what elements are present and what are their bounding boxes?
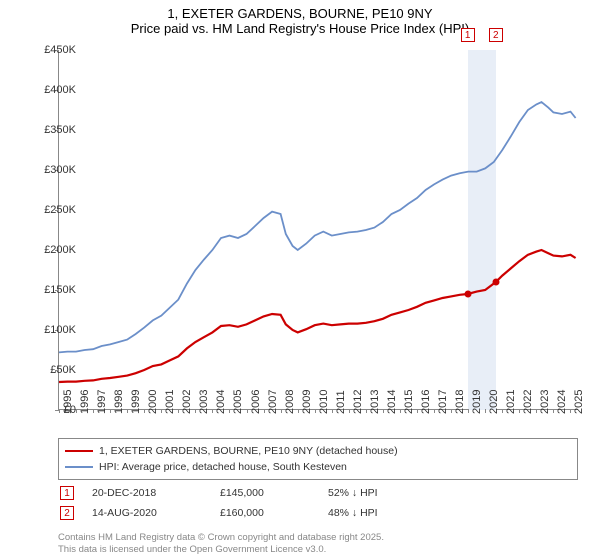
y-axis-label: £400K	[26, 84, 76, 96]
x-axis-label: 2011	[335, 390, 347, 414]
legend-label-property: 1, EXETER GARDENS, BOURNE, PE10 9NY (det…	[99, 445, 398, 457]
x-axis-label: 2005	[232, 390, 244, 414]
legend-row-hpi: HPI: Average price, detached house, Sout…	[65, 459, 571, 475]
sale-diff-1: 52% ↓ HPI	[328, 487, 438, 499]
legend-label-hpi: HPI: Average price, detached house, Sout…	[99, 461, 347, 473]
x-axis-label: 2004	[215, 390, 227, 414]
legend-row-property: 1, EXETER GARDENS, BOURNE, PE10 9NY (det…	[65, 443, 571, 459]
title-subtitle: Price paid vs. HM Land Registry's House …	[0, 21, 600, 36]
x-axis-label: 2000	[147, 390, 159, 414]
chart-svg	[59, 50, 579, 410]
legend-box: 1, EXETER GARDENS, BOURNE, PE10 9NY (det…	[58, 438, 578, 480]
x-axis-label: 1998	[113, 390, 125, 414]
legend-swatch-property	[65, 450, 93, 453]
sale-diff-2: 48% ↓ HPI	[328, 507, 438, 519]
x-axis-label: 1997	[96, 390, 108, 414]
x-axis-label: 1996	[79, 390, 91, 414]
legend-area: 1, EXETER GARDENS, BOURNE, PE10 9NY (det…	[58, 438, 578, 520]
x-axis-label: 2022	[522, 390, 534, 414]
x-axis-label: 2003	[198, 390, 210, 414]
y-axis-label: £150K	[26, 284, 76, 296]
x-axis-label: 2007	[267, 390, 279, 414]
x-axis-label: 2013	[369, 390, 381, 414]
x-axis-label: 2024	[556, 390, 568, 414]
x-axis-label: 2006	[250, 390, 262, 414]
y-axis-label: £450K	[26, 44, 76, 56]
x-axis-label: 2016	[420, 390, 432, 414]
x-axis-label: 2017	[437, 390, 449, 414]
y-axis-label: £300K	[26, 164, 76, 176]
plot-area: 1995199619971998199920002001200220032004…	[58, 50, 578, 410]
footer-line2: This data is licensed under the Open Gov…	[58, 544, 384, 556]
sale-price-2: £160,000	[220, 507, 310, 519]
sale-marker-1: 1	[60, 486, 74, 500]
x-axis-label: 2012	[352, 390, 364, 414]
hpi-line	[59, 102, 576, 352]
x-axis-label: 2010	[318, 390, 330, 414]
sale-marker-box: 2	[489, 28, 503, 42]
property-line	[59, 250, 576, 382]
x-axis-label: 2021	[505, 390, 517, 414]
sale-marker-2: 2	[60, 506, 74, 520]
x-axis-label: 2001	[164, 390, 176, 414]
sale-date-2: 14-AUG-2020	[92, 507, 202, 519]
x-axis-label: 2023	[539, 390, 551, 414]
title-address: 1, EXETER GARDENS, BOURNE, PE10 9NY	[0, 6, 600, 21]
sale-dot	[464, 291, 471, 298]
sale-price-1: £145,000	[220, 487, 310, 499]
y-axis-label: £350K	[26, 124, 76, 136]
sale-marker-box: 1	[461, 28, 475, 42]
x-axis-label: 2019	[471, 390, 483, 414]
y-axis-label: £200K	[26, 244, 76, 256]
footer-line1: Contains HM Land Registry data © Crown c…	[58, 532, 384, 544]
y-axis-label: £0	[26, 404, 76, 416]
sale-row-2: 2 14-AUG-2020 £160,000 48% ↓ HPI	[58, 506, 578, 520]
x-axis-label: 2008	[284, 390, 296, 414]
y-axis-label: £50K	[26, 364, 76, 376]
sale-row-1: 1 20-DEC-2018 £145,000 52% ↓ HPI	[58, 486, 578, 500]
x-axis-label: 2025	[573, 390, 585, 414]
y-axis-label: £100K	[26, 324, 76, 336]
x-axis-label: 2020	[488, 390, 500, 414]
x-axis-label: 2014	[386, 390, 398, 414]
x-axis-label: 2002	[181, 390, 193, 414]
x-axis-label: 2015	[403, 390, 415, 414]
x-axis-label: 2018	[454, 390, 466, 414]
legend-swatch-hpi	[65, 466, 93, 469]
x-axis-label: 1999	[130, 390, 142, 414]
chart-container: 1, EXETER GARDENS, BOURNE, PE10 9NY Pric…	[0, 0, 600, 560]
title-block: 1, EXETER GARDENS, BOURNE, PE10 9NY Pric…	[0, 0, 600, 38]
sale-date-1: 20-DEC-2018	[92, 487, 202, 499]
y-axis-label: £250K	[26, 204, 76, 216]
sale-dot	[492, 279, 499, 286]
footer-attribution: Contains HM Land Registry data © Crown c…	[58, 532, 384, 556]
x-axis-label: 2009	[301, 390, 313, 414]
